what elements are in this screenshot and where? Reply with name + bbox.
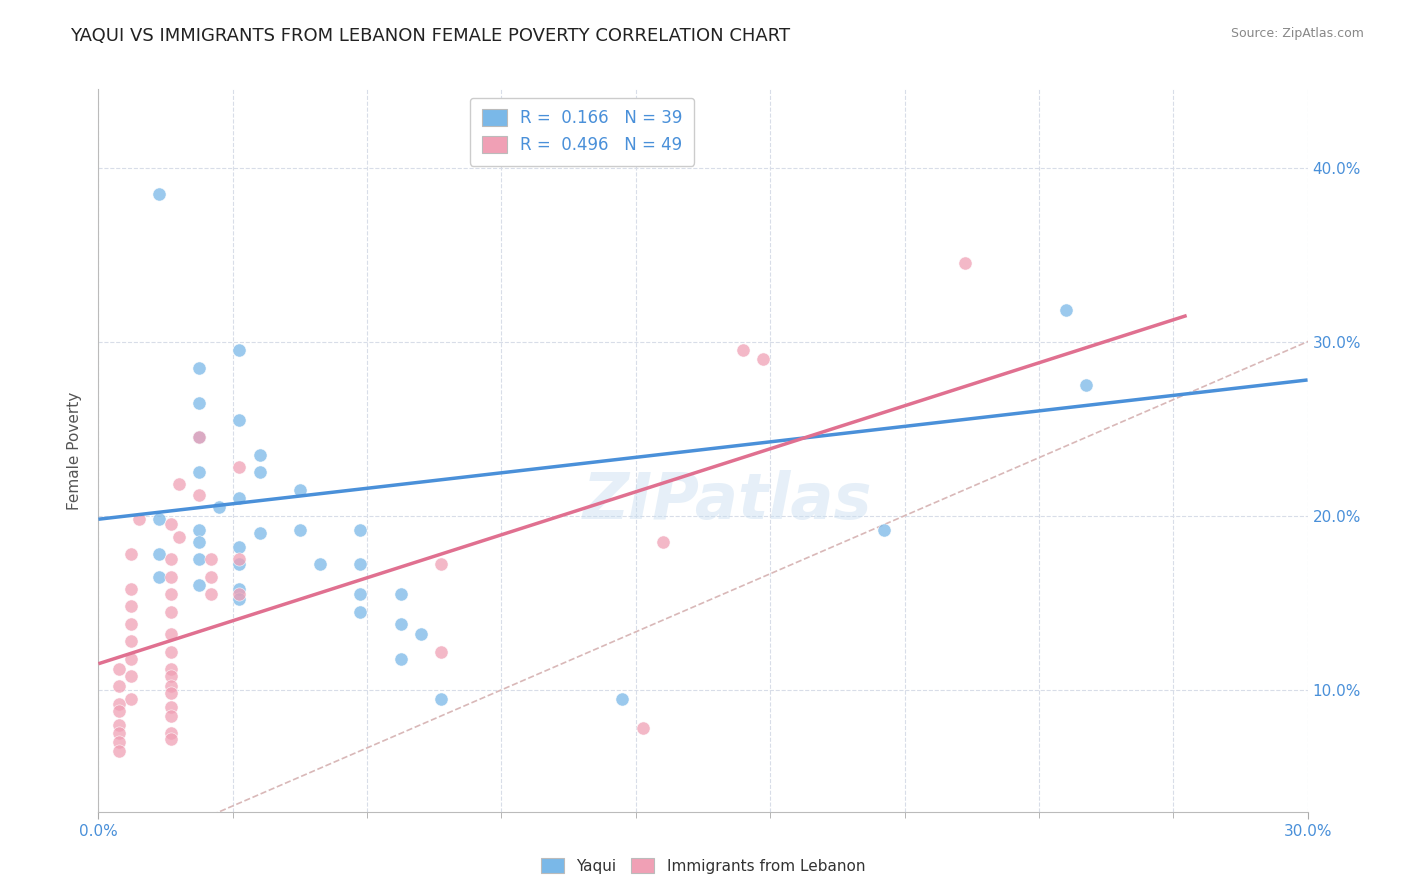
Point [228, 552, 250, 566]
Point [160, 587, 183, 601]
Point [409, 627, 432, 641]
Point [188, 552, 211, 566]
Point [120, 616, 142, 631]
Point [349, 587, 371, 601]
Point [249, 448, 271, 462]
Point [733, 343, 755, 358]
Point [200, 570, 222, 584]
Point [188, 430, 211, 444]
Point [228, 558, 250, 572]
Point [120, 691, 142, 706]
Point [288, 523, 311, 537]
Point [430, 691, 453, 706]
Point [148, 570, 170, 584]
Point [107, 735, 129, 749]
Point [612, 691, 634, 706]
Point [188, 430, 211, 444]
Point [160, 570, 183, 584]
Point [631, 721, 654, 735]
Point [107, 744, 129, 758]
Point [430, 644, 453, 658]
Point [228, 592, 250, 607]
Point [160, 644, 183, 658]
Point [148, 512, 170, 526]
Point [128, 512, 150, 526]
Point [160, 686, 183, 700]
Point [107, 662, 129, 676]
Point [200, 552, 222, 566]
Point [309, 558, 332, 572]
Point [752, 352, 775, 367]
Point [107, 717, 129, 731]
Point [160, 669, 183, 683]
Point [389, 651, 412, 665]
Point [120, 669, 142, 683]
Point [107, 697, 129, 711]
Text: Source: ZipAtlas.com: Source: ZipAtlas.com [1230, 27, 1364, 40]
Point [228, 582, 250, 596]
Point [228, 491, 250, 506]
Point [651, 534, 673, 549]
Point [148, 547, 170, 561]
Point [953, 256, 976, 270]
Point [160, 700, 183, 714]
Point [188, 578, 211, 592]
Point [188, 534, 211, 549]
Y-axis label: Female Poverty: Female Poverty [67, 392, 83, 509]
Point [148, 186, 170, 201]
Point [120, 547, 142, 561]
Point [167, 477, 190, 491]
Legend: R =  0.166   N = 39, R =  0.496   N = 49: R = 0.166 N = 39, R = 0.496 N = 49 [470, 97, 695, 166]
Point [288, 483, 311, 497]
Point [188, 395, 211, 409]
Point [107, 726, 129, 740]
Point [160, 552, 183, 566]
Point [349, 558, 371, 572]
Point [160, 627, 183, 641]
Point [160, 662, 183, 676]
Point [389, 587, 412, 601]
Point [188, 465, 211, 479]
Point [430, 558, 453, 572]
Point [120, 651, 142, 665]
Point [160, 605, 183, 619]
Text: YAQUI VS IMMIGRANTS FROM LEBANON FEMALE POVERTY CORRELATION CHART: YAQUI VS IMMIGRANTS FROM LEBANON FEMALE … [70, 27, 790, 45]
Point [160, 726, 183, 740]
Point [120, 634, 142, 648]
Point [188, 523, 211, 537]
Point [167, 530, 190, 544]
Point [107, 704, 129, 718]
Point [1054, 303, 1077, 318]
Point [107, 679, 129, 693]
Point [389, 616, 412, 631]
Point [873, 523, 896, 537]
Legend: Yaqui, Immigrants from Lebanon: Yaqui, Immigrants from Lebanon [534, 852, 872, 880]
Point [228, 343, 250, 358]
Point [160, 731, 183, 746]
Point [249, 465, 271, 479]
Point [249, 526, 271, 541]
Point [160, 517, 183, 532]
Point [228, 460, 250, 475]
Point [349, 605, 371, 619]
Point [160, 709, 183, 723]
Point [160, 679, 183, 693]
Point [208, 500, 231, 514]
Point [200, 587, 222, 601]
Point [1074, 378, 1097, 392]
Point [228, 540, 250, 554]
Point [188, 488, 211, 502]
Point [228, 413, 250, 427]
Point [349, 523, 371, 537]
Point [228, 587, 250, 601]
Point [120, 599, 142, 614]
Point [188, 360, 211, 375]
Text: ZIPatlas: ZIPatlas [582, 470, 872, 532]
Point [120, 582, 142, 596]
